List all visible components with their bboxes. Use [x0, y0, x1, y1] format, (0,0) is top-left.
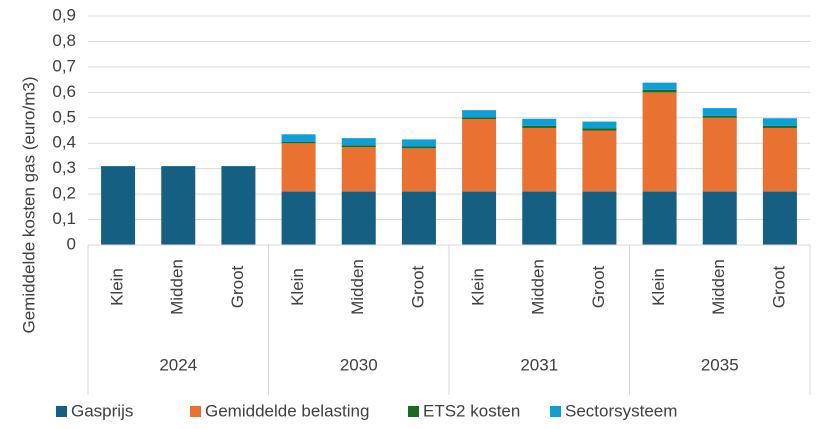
- bar-segment: [401, 146, 436, 149]
- bar-segment: [462, 191, 497, 245]
- bar-segment: [281, 143, 316, 192]
- bar-segment: [281, 141, 316, 144]
- bar-segment: [462, 119, 497, 192]
- bar-segment: [702, 191, 737, 245]
- bar-segment: [762, 125, 797, 128]
- bar-segment: [462, 117, 497, 120]
- x-tick-label: Midden: [529, 259, 548, 315]
- legend-swatch: [56, 406, 67, 417]
- bar-segment: [582, 121, 617, 129]
- bar-segment: [281, 134, 316, 142]
- bar-segment: [341, 145, 376, 148]
- group-label: 2035: [701, 355, 739, 374]
- bar-segment: [101, 166, 136, 245]
- y-tick-label: 0,3: [52, 158, 76, 177]
- bar-segment: [462, 110, 497, 118]
- legend-label: Sectorsysteem: [565, 401, 677, 420]
- bar-segment: [281, 191, 316, 245]
- x-tick-label: Groot: [769, 265, 788, 308]
- y-tick-label: 0,9: [52, 5, 76, 24]
- legend-label: ETS2 kosten: [423, 401, 520, 420]
- y-tick-label: 0: [67, 234, 76, 253]
- y-tick-label: 0,6: [52, 82, 76, 101]
- bar-segment: [582, 128, 617, 131]
- group-label: 2030: [340, 355, 378, 374]
- bar-segment: [161, 166, 196, 245]
- bar-segment: [341, 138, 376, 146]
- bar-segment: [642, 191, 677, 245]
- legend-swatch: [190, 406, 201, 417]
- bar-segment: [401, 191, 436, 245]
- x-tick-label: Groot: [408, 265, 427, 308]
- bar-segment: [762, 118, 797, 126]
- x-tick-label: Klein: [288, 268, 307, 306]
- y-tick-label: 0,8: [52, 31, 76, 50]
- bar-segment: [702, 117, 737, 192]
- bar-segment: [642, 92, 677, 192]
- x-tick-label: Groot: [228, 265, 247, 308]
- legend-label: Gasprijs: [71, 401, 133, 420]
- bar-segment: [582, 191, 617, 245]
- y-tick-label: 0,1: [52, 209, 76, 228]
- bar-segment: [401, 148, 436, 192]
- x-tick-label: Groot: [589, 265, 608, 308]
- legend-swatch: [550, 406, 561, 417]
- bar-segment: [522, 191, 557, 245]
- bar-segment: [522, 125, 557, 128]
- legend-swatch: [408, 406, 419, 417]
- group-label: 2031: [520, 355, 558, 374]
- bar-segment: [221, 166, 256, 245]
- bar-segment: [522, 118, 557, 126]
- x-tick-label: Midden: [709, 259, 728, 315]
- bar-segment: [401, 139, 436, 147]
- bar-segment: [702, 108, 737, 116]
- bar-segment: [341, 147, 376, 192]
- bar-segment: [762, 191, 797, 245]
- x-tick-label: Klein: [108, 268, 127, 306]
- y-tick-label: 0,2: [52, 184, 76, 203]
- x-tick-label: Klein: [649, 268, 668, 306]
- x-tick-label: Midden: [168, 259, 187, 315]
- y-tick-label: 0,4: [52, 133, 76, 152]
- bar-segment: [642, 89, 677, 93]
- group-label: 2024: [159, 355, 197, 374]
- bar-segment: [642, 82, 677, 90]
- x-tick-label: Klein: [469, 268, 488, 306]
- y-tick-label: 0,7: [52, 56, 76, 75]
- y-axis-title: Gemiddelde kosten gas (euro/m3): [19, 76, 38, 333]
- bar-segment: [582, 130, 617, 192]
- bar-segment: [341, 191, 376, 245]
- bar-segment: [702, 115, 737, 118]
- x-tick-label: Midden: [348, 259, 367, 315]
- bar-segment: [762, 127, 797, 192]
- legend-label: Gemiddelde belasting: [205, 401, 369, 420]
- bar-segment: [522, 127, 557, 192]
- y-tick-label: 0,5: [52, 107, 76, 126]
